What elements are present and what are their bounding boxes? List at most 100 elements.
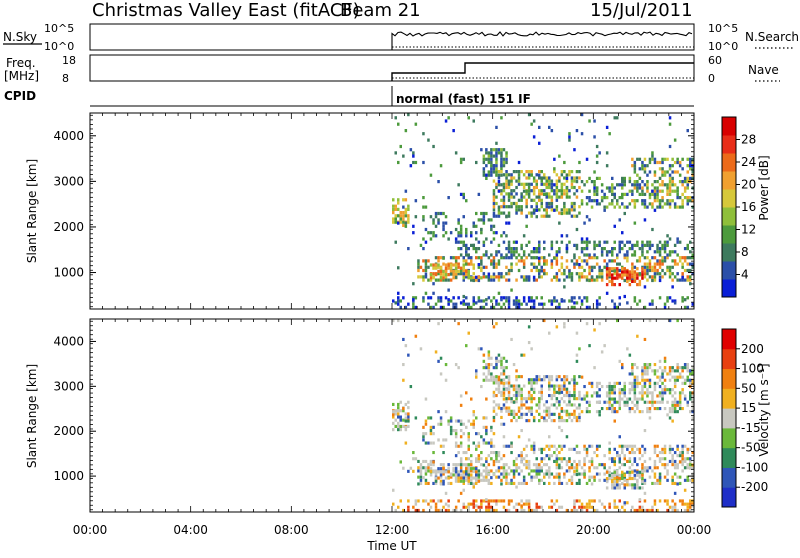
velocity-cell xyxy=(467,479,470,483)
velocity-cell xyxy=(583,463,586,467)
power-cell xyxy=(512,170,516,174)
power-cell xyxy=(648,196,652,200)
power-cell xyxy=(512,176,516,180)
power-cell xyxy=(565,234,569,238)
velocity-cell xyxy=(522,457,526,461)
power-cell xyxy=(573,201,576,206)
velocity-cell xyxy=(482,475,486,479)
velocity-cell xyxy=(628,451,632,455)
velocity-cell xyxy=(397,319,400,323)
power-ytick-label: 3000 xyxy=(53,174,84,188)
velocity-cell xyxy=(570,419,574,423)
velocity-cell xyxy=(573,409,576,413)
power-cell xyxy=(656,247,659,251)
velocity-cell xyxy=(603,400,606,404)
power-cell xyxy=(605,262,609,266)
power-cell xyxy=(492,164,496,168)
power-cell xyxy=(540,296,543,300)
power-cell xyxy=(608,202,611,206)
velocity-cell xyxy=(633,459,637,463)
velocity-cell xyxy=(578,415,581,419)
power-cell xyxy=(603,208,606,212)
velocity-cell xyxy=(502,397,506,401)
velocity-cell xyxy=(490,356,493,360)
power-cell xyxy=(480,231,483,235)
power-cell xyxy=(633,221,637,225)
velocity-cell xyxy=(661,397,664,401)
velocity-cell xyxy=(616,472,619,476)
velocity-cell xyxy=(663,466,667,470)
power-cell xyxy=(457,218,460,222)
power-cell xyxy=(553,192,556,196)
power-cell xyxy=(495,185,498,190)
power-cell xyxy=(666,157,669,161)
velocity-cell xyxy=(482,441,486,445)
power-cell xyxy=(502,240,506,244)
power-cell xyxy=(608,270,611,274)
velocity-cell xyxy=(565,409,569,413)
velocity-cell xyxy=(636,407,639,411)
velocity-cell xyxy=(442,444,445,448)
velocity-cell xyxy=(502,463,506,467)
velocity-cell xyxy=(641,481,644,485)
velocity-cell xyxy=(568,390,571,394)
power-cell xyxy=(548,176,551,180)
power-cell xyxy=(651,227,654,232)
power-cell xyxy=(422,215,425,219)
velocity-cell xyxy=(497,403,501,407)
power-cell xyxy=(485,250,488,254)
velocity-cell xyxy=(598,394,601,398)
power-cell xyxy=(517,268,521,273)
power-cell xyxy=(691,302,694,306)
velocity-cell xyxy=(497,454,501,458)
velocity-cell xyxy=(550,444,554,448)
velocity-cell xyxy=(578,472,581,476)
velocity-cell xyxy=(628,372,632,376)
velocity-cell xyxy=(467,476,470,480)
power-cell xyxy=(522,189,526,193)
power-cell xyxy=(658,259,662,263)
power-cell xyxy=(434,273,438,277)
power-cell xyxy=(510,253,513,257)
velocity-cell xyxy=(442,482,445,486)
velocity-cell xyxy=(560,384,564,388)
velocity-cell xyxy=(485,397,488,401)
velocity-cell xyxy=(505,359,508,363)
power-cell xyxy=(462,294,465,299)
velocity-cell xyxy=(663,457,667,461)
velocity-cell xyxy=(636,400,639,404)
power-cell xyxy=(653,268,657,273)
power-cell xyxy=(651,205,654,209)
power-cell xyxy=(661,196,664,200)
power-cell xyxy=(668,144,672,149)
power-cell xyxy=(512,302,516,306)
power-cell xyxy=(470,259,473,263)
velocity-cell xyxy=(646,410,649,414)
velocity-cell xyxy=(603,344,606,348)
velocity-cell xyxy=(611,459,614,463)
velocity-cell xyxy=(457,366,460,370)
power-cell xyxy=(538,170,541,174)
power-cell xyxy=(570,259,574,263)
velocity-cell xyxy=(555,454,559,458)
velocity-cell xyxy=(548,412,551,416)
power-cell xyxy=(681,296,684,300)
power-cell xyxy=(678,205,682,209)
power-cell xyxy=(621,180,624,184)
velocity-cell xyxy=(485,505,488,509)
velocity-cell xyxy=(628,444,632,448)
power-cell xyxy=(485,265,488,269)
power-cell xyxy=(653,186,657,190)
velocity-cell xyxy=(477,457,481,461)
power-cell xyxy=(593,256,596,260)
velocity-cell xyxy=(691,475,694,479)
power-cell xyxy=(522,173,526,177)
velocity-cell xyxy=(520,390,523,394)
velocity-cell xyxy=(573,412,576,416)
power-cell xyxy=(409,148,413,152)
velocity-cell xyxy=(560,407,564,411)
velocity-cell xyxy=(485,508,488,512)
power-cell xyxy=(575,214,579,218)
power-cell xyxy=(648,160,652,165)
power-cell xyxy=(605,151,609,155)
